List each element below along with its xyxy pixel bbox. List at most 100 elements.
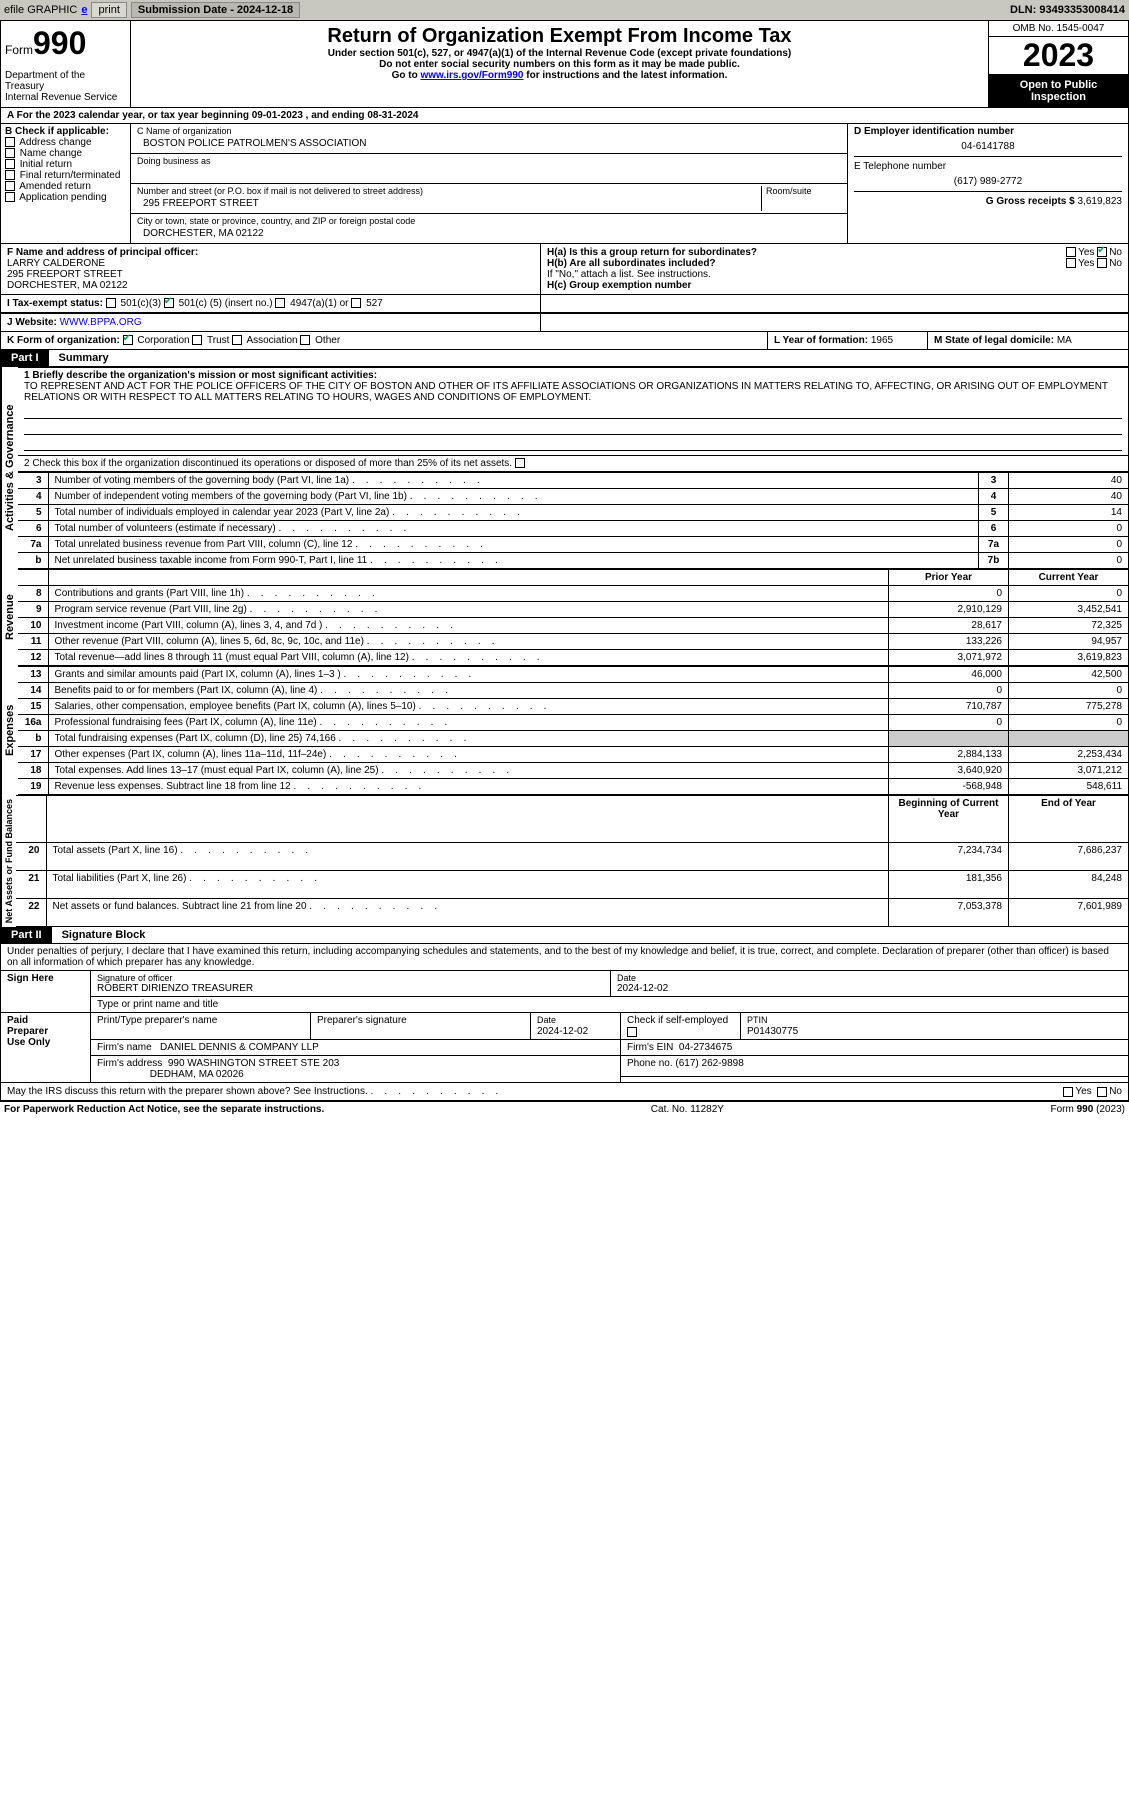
- hb-no: No: [1109, 258, 1122, 269]
- sig-date: 2024-12-02: [617, 983, 1122, 994]
- chk-final-return[interactable]: [5, 170, 15, 180]
- chk-discuss-no[interactable]: [1097, 1087, 1107, 1097]
- table-row: 11Other revenue (Part VIII, column (A), …: [18, 634, 1129, 650]
- prep-name-label: Print/Type preparer's name: [91, 1013, 311, 1040]
- table-row: 20Total assets (Part X, line 16)7,234,73…: [16, 843, 1129, 871]
- box-e-label: E Telephone number: [854, 161, 946, 172]
- chk-name-change[interactable]: [5, 148, 15, 158]
- q2-label: 2 Check this box if the organization dis…: [24, 458, 512, 469]
- form-header: Form990 Department of the TreasuryIntern…: [0, 20, 1129, 108]
- chk-hb-yes[interactable]: [1066, 258, 1076, 268]
- table-row: 13Grants and similar amounts paid (Part …: [18, 667, 1129, 683]
- form-label: Form: [5, 43, 33, 57]
- street-label: Number and street (or P.O. box if mail i…: [137, 186, 761, 196]
- table-row: 5Total number of individuals employed in…: [18, 505, 1129, 521]
- dba-label: Doing business as: [137, 156, 841, 166]
- summary-table-ag: 1 Briefly describe the organization's mi…: [18, 367, 1129, 472]
- q1-label: 1 Briefly describe the organization's mi…: [24, 370, 1122, 381]
- website-link[interactable]: WWW.BPPA.ORG: [60, 317, 142, 328]
- chk-501c3[interactable]: [106, 298, 116, 308]
- officer-sig: ROBERT DIRIENZO TREASURER: [97, 983, 604, 994]
- opt-address-change: Address change: [19, 137, 91, 148]
- efile-link[interactable]: e: [81, 4, 87, 16]
- ha-yes: Yes: [1078, 247, 1094, 258]
- chk-corp[interactable]: [123, 335, 133, 345]
- chk-4947[interactable]: [275, 298, 285, 308]
- box-g-label: G Gross receipts $: [986, 196, 1075, 207]
- line-i-label: I Tax-exempt status:: [7, 298, 103, 309]
- form-number: 990: [33, 25, 86, 61]
- vlabel-ag: Activities & Governance: [1, 367, 18, 569]
- chk-trust[interactable]: [192, 335, 202, 345]
- ein: 04-6141788: [854, 137, 1122, 156]
- chk-amended-return[interactable]: [5, 181, 15, 191]
- box-f-label: F Name and address of principal officer:: [7, 247, 534, 258]
- firm-name-label: Firm's name: [97, 1042, 152, 1053]
- prep-date-label: Date: [537, 1015, 556, 1025]
- city-label: City or town, state or province, country…: [137, 216, 841, 226]
- section-bcde: B Check if applicable: Address change Na…: [0, 124, 1129, 244]
- chk-hb-no[interactable]: [1097, 258, 1107, 268]
- firm-ein-label: Firm's EIN: [627, 1042, 673, 1053]
- print-button[interactable]: print: [91, 2, 126, 18]
- instructions-link[interactable]: www.irs.gov/Form990: [420, 70, 523, 81]
- footer-mid: Cat. No. 11282Y: [651, 1104, 724, 1115]
- org-name: BOSTON POLICE PATROLMEN'S ASSOCIATION: [137, 136, 841, 151]
- chk-address-change[interactable]: [5, 137, 15, 147]
- discuss-row: May the IRS discuss this return with the…: [0, 1083, 1129, 1101]
- sign-here-table: Sign Here Signature of officerROBERT DIR…: [0, 971, 1129, 1013]
- box-b: B Check if applicable: Address change Na…: [1, 124, 131, 243]
- firm-name: DANIEL DENNIS & COMPANY LLP: [160, 1042, 319, 1053]
- part1-title: Summary: [49, 352, 109, 364]
- box-d-e-g: D Employer identification number 04-6141…: [848, 124, 1128, 243]
- table-row: 6Total number of volunteers (estimate if…: [18, 521, 1129, 537]
- table-row: 16aProfessional fundraising fees (Part I…: [18, 715, 1129, 731]
- officer-city: DORCHESTER, MA 02122: [7, 280, 128, 291]
- prep-sig-label: Preparer's signature: [311, 1013, 531, 1040]
- opt-assoc: Association: [246, 335, 297, 346]
- firm-ein: 04-2734675: [679, 1042, 732, 1053]
- activities-governance-section: Activities & Governance 1 Briefly descri…: [0, 367, 1129, 569]
- phone: (617) 989-2772: [854, 172, 1122, 191]
- chk-initial-return[interactable]: [5, 159, 15, 169]
- subtitle-3-post: for instructions and the latest informat…: [523, 70, 727, 81]
- preparer-label: Preparer: [7, 1026, 48, 1037]
- prep-date: 2024-12-02: [537, 1026, 588, 1037]
- line-l-label: L Year of formation:: [774, 335, 868, 346]
- firm-phone: (617) 262-9898: [675, 1058, 743, 1069]
- table-row: 21Total liabilities (Part X, line 26)181…: [16, 871, 1129, 899]
- chk-discuss-yes[interactable]: [1063, 1087, 1073, 1097]
- chk-501c[interactable]: [164, 298, 174, 308]
- chk-527[interactable]: [351, 298, 361, 308]
- table-row: 17Other expenses (Part IX, column (A), l…: [18, 747, 1129, 763]
- table-row: 7aTotal unrelated business revenue from …: [18, 537, 1129, 553]
- part2-title: Signature Block: [52, 929, 146, 941]
- discuss-text: May the IRS discuss this return with the…: [7, 1086, 498, 1097]
- opt-corp: Corporation: [137, 335, 189, 346]
- chk-application-pending[interactable]: [5, 192, 15, 202]
- irs-label: Internal Revenue Service: [5, 92, 117, 103]
- table-row: 18Total expenses. Add lines 13–17 (must …: [18, 763, 1129, 779]
- sig-officer-label: Signature of officer: [97, 973, 604, 983]
- chk-other[interactable]: [300, 335, 310, 345]
- chk-ha-yes[interactable]: [1066, 247, 1076, 257]
- chk-discontinued[interactable]: [515, 458, 525, 468]
- form-title: Return of Organization Exempt From Incom…: [141, 25, 978, 48]
- table-row: 14Benefits paid to or for members (Part …: [18, 683, 1129, 699]
- chk-self-employed[interactable]: [627, 1027, 637, 1037]
- chk-ha-no[interactable]: [1097, 247, 1107, 257]
- ha-no: No: [1109, 247, 1122, 258]
- officer-street: 295 FREEPORT STREET: [7, 269, 123, 280]
- vlabel-rev: Revenue: [1, 569, 18, 666]
- expenses-section: Expenses 13Grants and similar amounts pa…: [0, 666, 1129, 795]
- opt-amended-return: Amended return: [19, 181, 91, 192]
- paid-label: Paid: [7, 1015, 28, 1026]
- hb-yes: Yes: [1078, 258, 1094, 269]
- officer-name: LARRY CALDERONE: [7, 258, 105, 269]
- hb-note: If "No," attach a list. See instructions…: [547, 269, 1122, 280]
- table-row: 8Contributions and grants (Part VIII, li…: [18, 586, 1129, 602]
- chk-assoc[interactable]: [232, 335, 242, 345]
- org-name-label: C Name of organization: [137, 126, 841, 136]
- opt-501c-a: 501(c) (: [179, 298, 213, 309]
- opt-application-pending: Application pending: [19, 192, 106, 203]
